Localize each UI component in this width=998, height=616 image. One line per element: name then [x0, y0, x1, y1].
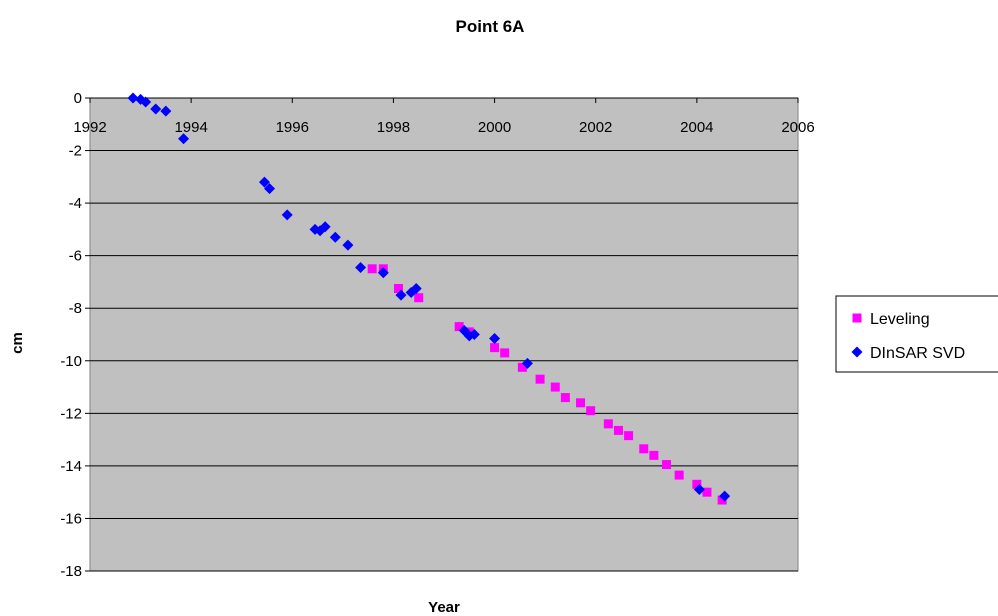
data-point	[342, 239, 354, 251]
data-point	[603, 419, 613, 429]
y-tick-label: -10	[60, 353, 82, 370]
legend-label: DInSAR SVD	[870, 345, 965, 362]
data-point	[639, 444, 649, 454]
data-point	[489, 332, 501, 344]
data-point	[178, 133, 190, 145]
data-point	[377, 267, 389, 279]
data-point	[662, 460, 672, 470]
x-tick-label: 2002	[579, 119, 612, 136]
data-point	[410, 283, 422, 295]
y-tick-label: -8	[69, 300, 82, 317]
data-point	[692, 479, 702, 489]
data-point	[329, 231, 341, 243]
y-tick-label: -14	[60, 458, 82, 475]
grid-lines	[90, 97, 798, 572]
data-point	[586, 406, 596, 416]
data-point	[264, 183, 276, 195]
x-tick-label: 1996	[276, 119, 309, 136]
data-point	[550, 382, 560, 392]
plot-background	[89, 97, 799, 572]
data-point	[160, 105, 172, 117]
data-point	[693, 484, 705, 496]
data-point	[500, 348, 510, 358]
legend-label: Leveling	[870, 311, 930, 328]
data-point	[624, 431, 634, 441]
data-point	[613, 425, 623, 435]
x-tick-label: 2006	[781, 119, 814, 136]
data-point	[649, 450, 659, 460]
y-tick-label: -4	[69, 195, 82, 212]
data-point	[674, 470, 684, 480]
legend-box	[835, 295, 998, 373]
y-axis-ticks: 0 -2 -4 -6 -8 -10 -12 -14 -16 -18	[60, 90, 90, 580]
data-point	[517, 362, 527, 372]
x-axis-ticks: 1992 1994 1996 1998 2000 2002 2004 2006	[73, 97, 815, 136]
x-tick-label: 2004	[680, 119, 713, 136]
legend-marker	[852, 313, 862, 323]
series-layer	[127, 92, 731, 505]
data-point	[355, 261, 367, 273]
data-point	[490, 343, 500, 353]
y-tick-label: 0	[74, 90, 82, 107]
data-point	[576, 398, 586, 408]
data-point	[702, 487, 712, 497]
y-tick-label: -16	[60, 510, 82, 527]
data-point	[281, 209, 293, 221]
legend-marker	[851, 346, 863, 358]
legend: Leveling DInSAR SVD	[835, 295, 998, 373]
data-point	[414, 293, 424, 303]
data-point	[127, 92, 139, 104]
data-point	[560, 393, 570, 403]
plot-area	[89, 97, 799, 572]
x-tick-label: 1998	[377, 119, 410, 136]
x-axis-title: Year	[428, 599, 460, 616]
x-tick-label: 1994	[174, 119, 207, 136]
data-point	[521, 357, 533, 369]
y-tick-label: -12	[60, 405, 82, 422]
x-tick-label: 1992	[73, 119, 106, 136]
data-point	[150, 103, 162, 115]
data-point	[468, 329, 480, 340]
y-tick-label: -6	[69, 248, 82, 265]
series-dinsar-svd	[127, 92, 731, 502]
data-point	[393, 284, 403, 294]
y-axis-title: cm	[9, 332, 26, 354]
data-point	[535, 374, 545, 384]
data-point	[719, 490, 731, 502]
data-point	[454, 322, 464, 332]
data-point	[319, 221, 331, 233]
data-point	[367, 264, 377, 274]
data-point	[717, 495, 727, 505]
data-point	[258, 176, 270, 188]
data-point	[140, 96, 152, 108]
y-tick-label: -18	[60, 563, 82, 580]
y-tick-label: -2	[69, 143, 82, 160]
chart-title: Point 6A	[456, 17, 525, 36]
series-leveling	[367, 264, 727, 505]
x-tick-label: 2000	[478, 119, 511, 136]
data-point	[395, 289, 407, 301]
